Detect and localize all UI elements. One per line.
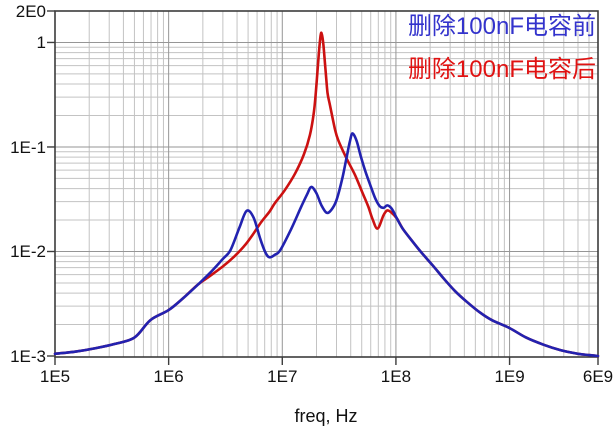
x-tick-label-1E9: 1E9 xyxy=(494,367,525,386)
legend-item-after: 删除100nF电容后 xyxy=(407,56,596,83)
series-curve-1 xyxy=(53,132,600,358)
legend: 删除100nF电容前 删除100nF电容后 xyxy=(408,12,596,98)
x-tick-label-6E9: 6E9 xyxy=(582,367,614,386)
grid-minor xyxy=(55,11,598,357)
legend-item-before: 删除100nF电容前 xyxy=(407,13,596,40)
x-tick-label-1E7: 1E7 xyxy=(267,367,298,386)
y-tick-label-1E-1: 1E-1 xyxy=(10,137,46,157)
grid-major xyxy=(55,11,598,357)
y-tick-label-2E0: 2E0 xyxy=(15,2,46,21)
x-tick-label-1E5: 1E5 xyxy=(39,367,71,386)
y-tick-label-1: 1 xyxy=(36,33,46,53)
y-tick-label-1E-3: 1E-3 xyxy=(10,347,46,366)
x-tick-label-1E8: 1E8 xyxy=(380,367,412,386)
x-tick-label-1E6: 1E6 xyxy=(153,367,184,386)
y-tick-label-1E-2: 1E-2 xyxy=(10,242,46,262)
plot-border xyxy=(54,10,599,358)
tick-marks xyxy=(47,10,599,365)
x-axis-title: freq, Hz xyxy=(294,406,358,426)
